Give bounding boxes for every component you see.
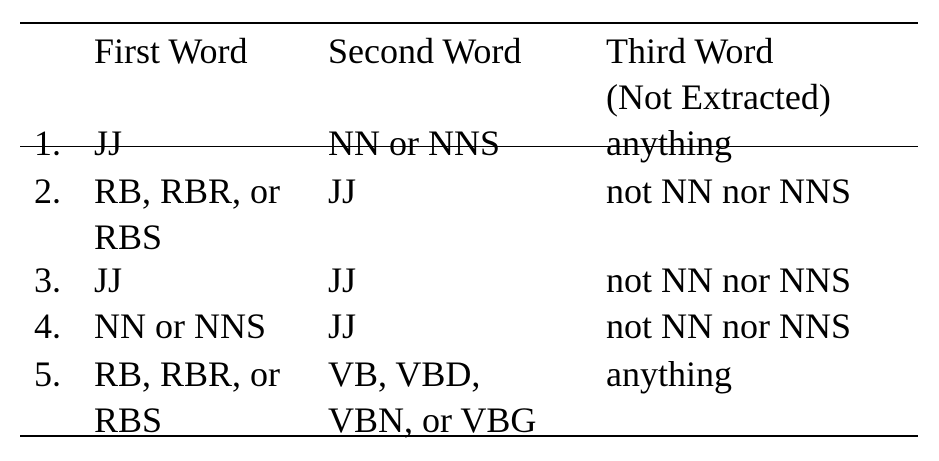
row-first-word: JJ bbox=[94, 123, 123, 163]
header-third-word-line2: (Not Extracted) bbox=[606, 77, 831, 117]
row-second-word-line1: VB, VBD, bbox=[328, 354, 481, 394]
row-second-word: NN or NNS bbox=[328, 123, 501, 163]
row-second-word: JJ bbox=[328, 260, 357, 300]
row-first-word-line2: RBS bbox=[94, 217, 163, 257]
row-third-word: anything bbox=[606, 123, 732, 163]
header-third-word: Third Word (Not Extracted) bbox=[606, 28, 831, 120]
row-first-word-line1: RB, RBR, or bbox=[94, 171, 281, 211]
row-first-word: NN or NNS bbox=[94, 306, 267, 346]
row-second-word-line2: VBN, or VBG bbox=[328, 400, 537, 440]
row-number: 3. bbox=[34, 260, 61, 300]
row-first-word: RB, RBR, or RBS bbox=[94, 168, 280, 260]
row-third-word: not NN nor NNS bbox=[606, 306, 852, 346]
row-first-word-line2: RBS bbox=[94, 400, 163, 440]
header-first-word: First Word bbox=[94, 31, 248, 71]
header-rule bbox=[20, 146, 918, 147]
header-third-word-line1: Third Word bbox=[606, 31, 774, 71]
pos-pattern-table: First Word Second Word Third Word (Not E… bbox=[20, 22, 918, 440]
row-number: 2. bbox=[34, 171, 61, 211]
row-number: 1. bbox=[34, 123, 61, 163]
row-first-word: JJ bbox=[94, 260, 123, 300]
row-second-word: VB, VBD, VBN, or VBG bbox=[328, 351, 536, 443]
row-second-word: JJ bbox=[328, 306, 357, 346]
row-number: 4. bbox=[34, 306, 61, 346]
row-third-word: anything bbox=[606, 354, 732, 394]
row-third-word: not NN nor NNS bbox=[606, 171, 852, 211]
row-number: 5. bbox=[34, 354, 61, 394]
row-first-word-line1: RB, RBR, or bbox=[94, 354, 281, 394]
header-second-word: Second Word bbox=[328, 31, 522, 71]
row-first-word: RB, RBR, or RBS bbox=[94, 351, 280, 443]
row-third-word: not NN nor NNS bbox=[606, 260, 852, 300]
row-second-word: JJ bbox=[328, 171, 357, 211]
